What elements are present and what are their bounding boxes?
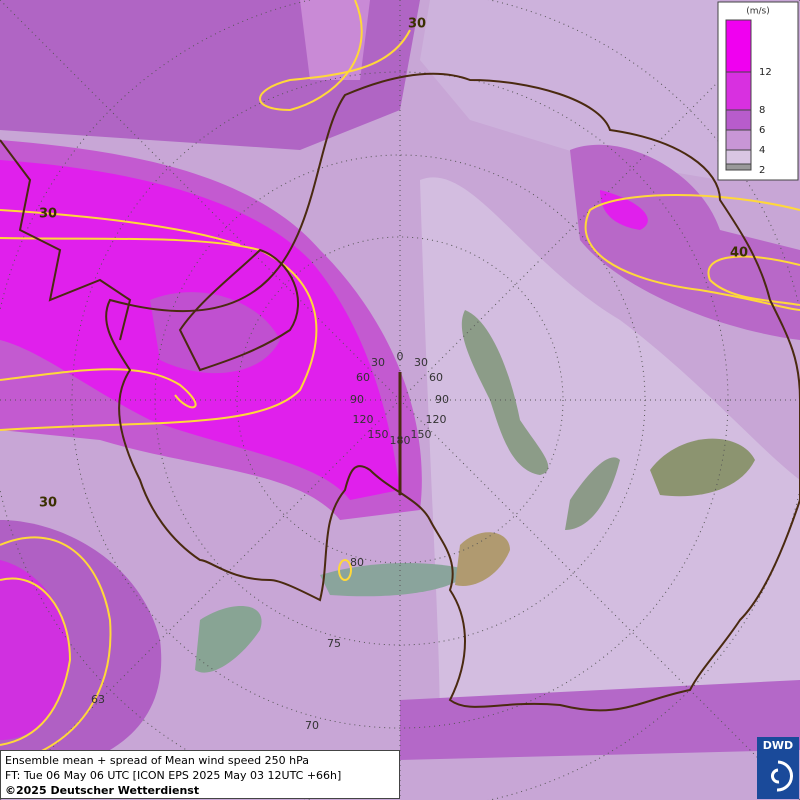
grid-label: 60 <box>429 371 443 384</box>
field-region <box>600 190 648 230</box>
grid-label: 90 <box>435 393 449 406</box>
footer-copyright: ©2025 Deutscher Wetterdienst <box>5 784 200 797</box>
contour-label: 30 <box>39 496 57 511</box>
grid-label: 30 <box>371 356 385 369</box>
grid-circle <box>236 236 564 564</box>
legend-label: 8 <box>759 105 765 116</box>
grid-label: 75 <box>327 637 341 650</box>
grid-label: 150 <box>411 428 432 441</box>
isotach <box>0 368 197 409</box>
legend-swatch <box>725 19 752 73</box>
legend-unit: (m/s) <box>746 7 770 17</box>
isotach <box>259 0 411 112</box>
grid-label: 63 <box>91 693 105 706</box>
field-region <box>300 0 370 80</box>
footer-title: Ensemble mean + spread of Mean wind spee… <box>5 754 309 767</box>
grid-label: 0 <box>397 350 404 363</box>
legend-swatch <box>725 129 752 151</box>
contour-label: 30 <box>408 17 426 32</box>
contour-labels: 30 30 40 30 <box>39 17 748 511</box>
isotach <box>0 536 112 761</box>
spread-region <box>455 532 510 586</box>
spread-region <box>320 563 470 597</box>
logo-text: DWD <box>763 739 793 752</box>
legend-label: 6 <box>759 125 765 136</box>
grid-label: 60 <box>356 371 370 384</box>
coast <box>0 139 132 341</box>
field-region <box>570 144 800 340</box>
coast <box>105 72 800 712</box>
legend-swatch <box>725 109 752 131</box>
spread-region <box>195 606 262 673</box>
isotach <box>0 237 318 431</box>
legend-swatch <box>725 163 752 171</box>
grid-label: 120 <box>353 413 374 426</box>
grid-label: 90 <box>350 393 364 406</box>
legend-label: 4 <box>759 145 765 156</box>
legend-label: 2 <box>759 165 765 176</box>
spread-region <box>565 457 620 530</box>
isotach <box>0 209 241 246</box>
logo-swirl <box>771 760 793 792</box>
contour-label: 30 <box>39 207 57 222</box>
coast <box>178 248 300 372</box>
logo: DWD <box>757 737 799 799</box>
grid-label: 120 <box>426 413 447 426</box>
spread-region <box>650 438 755 497</box>
isotach <box>0 577 72 746</box>
grid-label: 80 <box>350 556 364 569</box>
isotachs <box>0 0 800 761</box>
grid-label: 150 <box>368 428 389 441</box>
isotach <box>584 194 800 311</box>
footer-forecast: FT: Tue 06 May 06 UTC [ICON EPS 2025 May… <box>5 769 342 782</box>
grid-label: 30 <box>414 356 428 369</box>
field-region <box>420 0 720 180</box>
grid-label: 70 <box>305 719 319 732</box>
grid-label: 180 <box>390 434 411 447</box>
grid-circle <box>71 71 729 729</box>
legend-swatch <box>725 71 752 111</box>
field-region <box>400 680 800 760</box>
grid-labels: 0 30 30 60 60 90 90 120 120 150 150 180 … <box>91 350 449 732</box>
contour-label: 40 <box>730 246 748 261</box>
spread-region <box>461 310 549 475</box>
footer: Ensemble mean + spread of Mean wind spee… <box>0 750 400 799</box>
field-region <box>0 560 70 740</box>
legend: (m/s) 12 8 6 4 2 <box>717 1 799 181</box>
isotach <box>338 559 352 581</box>
coastline <box>0 72 800 712</box>
legend-label: 12 <box>759 67 772 78</box>
